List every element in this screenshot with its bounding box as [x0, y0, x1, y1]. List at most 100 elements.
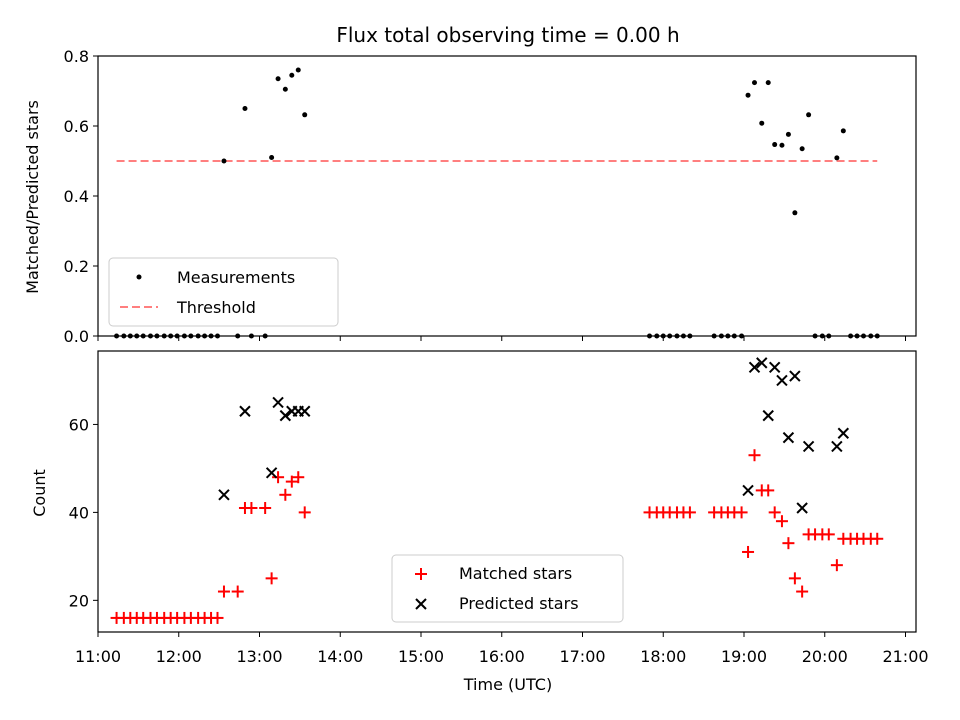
measurement-point — [269, 155, 275, 160]
x-tick-label: 18:00 — [640, 647, 686, 666]
bottom-y-tick-label: 40 — [69, 503, 89, 522]
top-legend-box — [108, 257, 339, 327]
bottom-legend: Matched stars Predicted stars — [391, 554, 624, 623]
measurement-point — [806, 112, 812, 118]
predicted-star-marker — [796, 502, 808, 514]
predicted-star-marker — [768, 361, 781, 373]
matched-star-marker — [211, 611, 224, 624]
measurement-point — [772, 142, 778, 148]
bottom-plot-marks — [110, 357, 884, 624]
measurement-point — [302, 112, 308, 118]
measurement-point — [779, 142, 785, 148]
matched-star-marker — [265, 572, 278, 585]
legend-matched-marker — [415, 568, 427, 580]
top-plot-marks — [114, 67, 880, 339]
top-y-tick-label: 0.4 — [64, 187, 89, 206]
legend-threshold-label: Threshold — [176, 298, 256, 317]
predicted-star-marker — [789, 370, 801, 382]
measurement-point — [759, 120, 765, 126]
predicted-star-marker — [279, 409, 292, 422]
predicted-star-marker — [742, 484, 754, 497]
predicted-star-marker — [802, 440, 815, 453]
measurement-point — [289, 72, 295, 78]
matched-star-marker — [788, 572, 801, 585]
top-y-axis-label: Matched/Predicted stars — [23, 100, 42, 294]
predicted-star-marker — [756, 357, 768, 369]
x-tick-label: 16:00 — [479, 647, 525, 666]
predicted-star-marker — [762, 409, 774, 422]
legend-measurements-marker — [136, 274, 142, 280]
matched-star-marker — [231, 585, 244, 598]
count-panel: Count Time (UTC) 20 40 60 11:00 12:00 13:00 14… — [30, 350, 929, 694]
ratio-panel: Flux total observing time = 0.00 h Match… — [23, 23, 917, 346]
matched-star-marker — [245, 501, 258, 514]
matched-star-marker — [292, 471, 305, 484]
predicted-star-marker — [776, 374, 788, 387]
matched-star-marker — [279, 488, 292, 501]
bottom-y-axis-label: Count — [30, 469, 49, 517]
matched-star-marker — [775, 515, 788, 528]
measurement-point — [799, 146, 805, 152]
matched-star-marker — [683, 506, 696, 519]
chart-title: Flux total observing time = 0.00 h — [336, 23, 679, 47]
measurement-point — [221, 158, 227, 164]
top-y-tick-label: 0.0 — [64, 327, 89, 346]
bottom-legend-box — [391, 554, 624, 623]
matched-star-marker — [285, 475, 298, 488]
matched-star-marker — [822, 528, 835, 541]
x-tick-label: 17:00 — [559, 647, 605, 666]
matched-star-marker — [768, 506, 781, 519]
measurement-point — [840, 128, 846, 134]
predicted-star-marker — [831, 440, 843, 453]
measurement-point — [282, 86, 288, 92]
measurement-point — [275, 76, 281, 82]
top-y-tick-label: 0.2 — [64, 257, 89, 276]
predicted-star-marker — [748, 361, 761, 373]
measurement-point — [242, 106, 248, 111]
x-tick-label: 12:00 — [156, 647, 202, 666]
predicted-star-marker — [782, 431, 795, 444]
matched-star-marker — [272, 471, 285, 484]
measurement-point — [745, 92, 751, 98]
matched-star-marker — [748, 449, 761, 462]
legend-predicted-marker — [415, 598, 427, 610]
matched-star-marker — [259, 501, 272, 514]
bottom-axes-frame — [97, 350, 917, 633]
predicted-star-marker — [272, 396, 284, 409]
predicted-star-marker — [837, 427, 850, 439]
bottom-axis-ticks: 20 40 60 11:00 12:00 13:00 14:00 15:00 16:00 17:0… — [69, 415, 929, 666]
x-tick-label: 14:00 — [317, 647, 363, 666]
matched-star-marker — [871, 532, 884, 545]
top-axis-ticks: 0.0 0.2 0.4 0.6 0.8 — [64, 47, 907, 346]
matched-star-marker — [735, 506, 748, 519]
legend-predicted-label: Predicted stars — [459, 594, 579, 613]
x-tick-label: 19:00 — [721, 647, 767, 666]
x-axis-label: Time (UTC) — [463, 675, 552, 694]
x-tick-label: 20:00 — [802, 647, 848, 666]
x-tick-label: 11:00 — [75, 647, 121, 666]
measurement-point — [834, 155, 840, 161]
matched-star-marker — [830, 559, 843, 572]
top-y-tick-label: 0.6 — [64, 117, 89, 136]
matched-star-marker — [796, 585, 809, 598]
legend-measurements-label: Measurements — [177, 268, 295, 287]
measurement-point — [785, 131, 791, 137]
legend-matched-label: Matched stars — [459, 564, 572, 583]
x-tick-label: 21:00 — [882, 647, 928, 666]
measurement-point — [751, 80, 757, 86]
measurement-point — [765, 80, 771, 86]
matched-star-marker — [217, 585, 230, 598]
predicted-star-marker — [239, 405, 251, 417]
measurement-point — [792, 210, 798, 216]
top-axes-frame — [97, 55, 917, 337]
bottom-y-tick-label: 60 — [69, 415, 89, 434]
matched-star-marker — [298, 506, 311, 519]
measurement-point — [295, 67, 301, 73]
matched-star-marker — [762, 484, 775, 497]
x-tick-label: 13:00 — [236, 647, 282, 666]
predicted-star-marker — [265, 467, 278, 479]
x-tick-label: 15:00 — [398, 647, 444, 666]
matched-star-marker — [742, 545, 755, 558]
bottom-y-tick-label: 20 — [69, 591, 89, 610]
